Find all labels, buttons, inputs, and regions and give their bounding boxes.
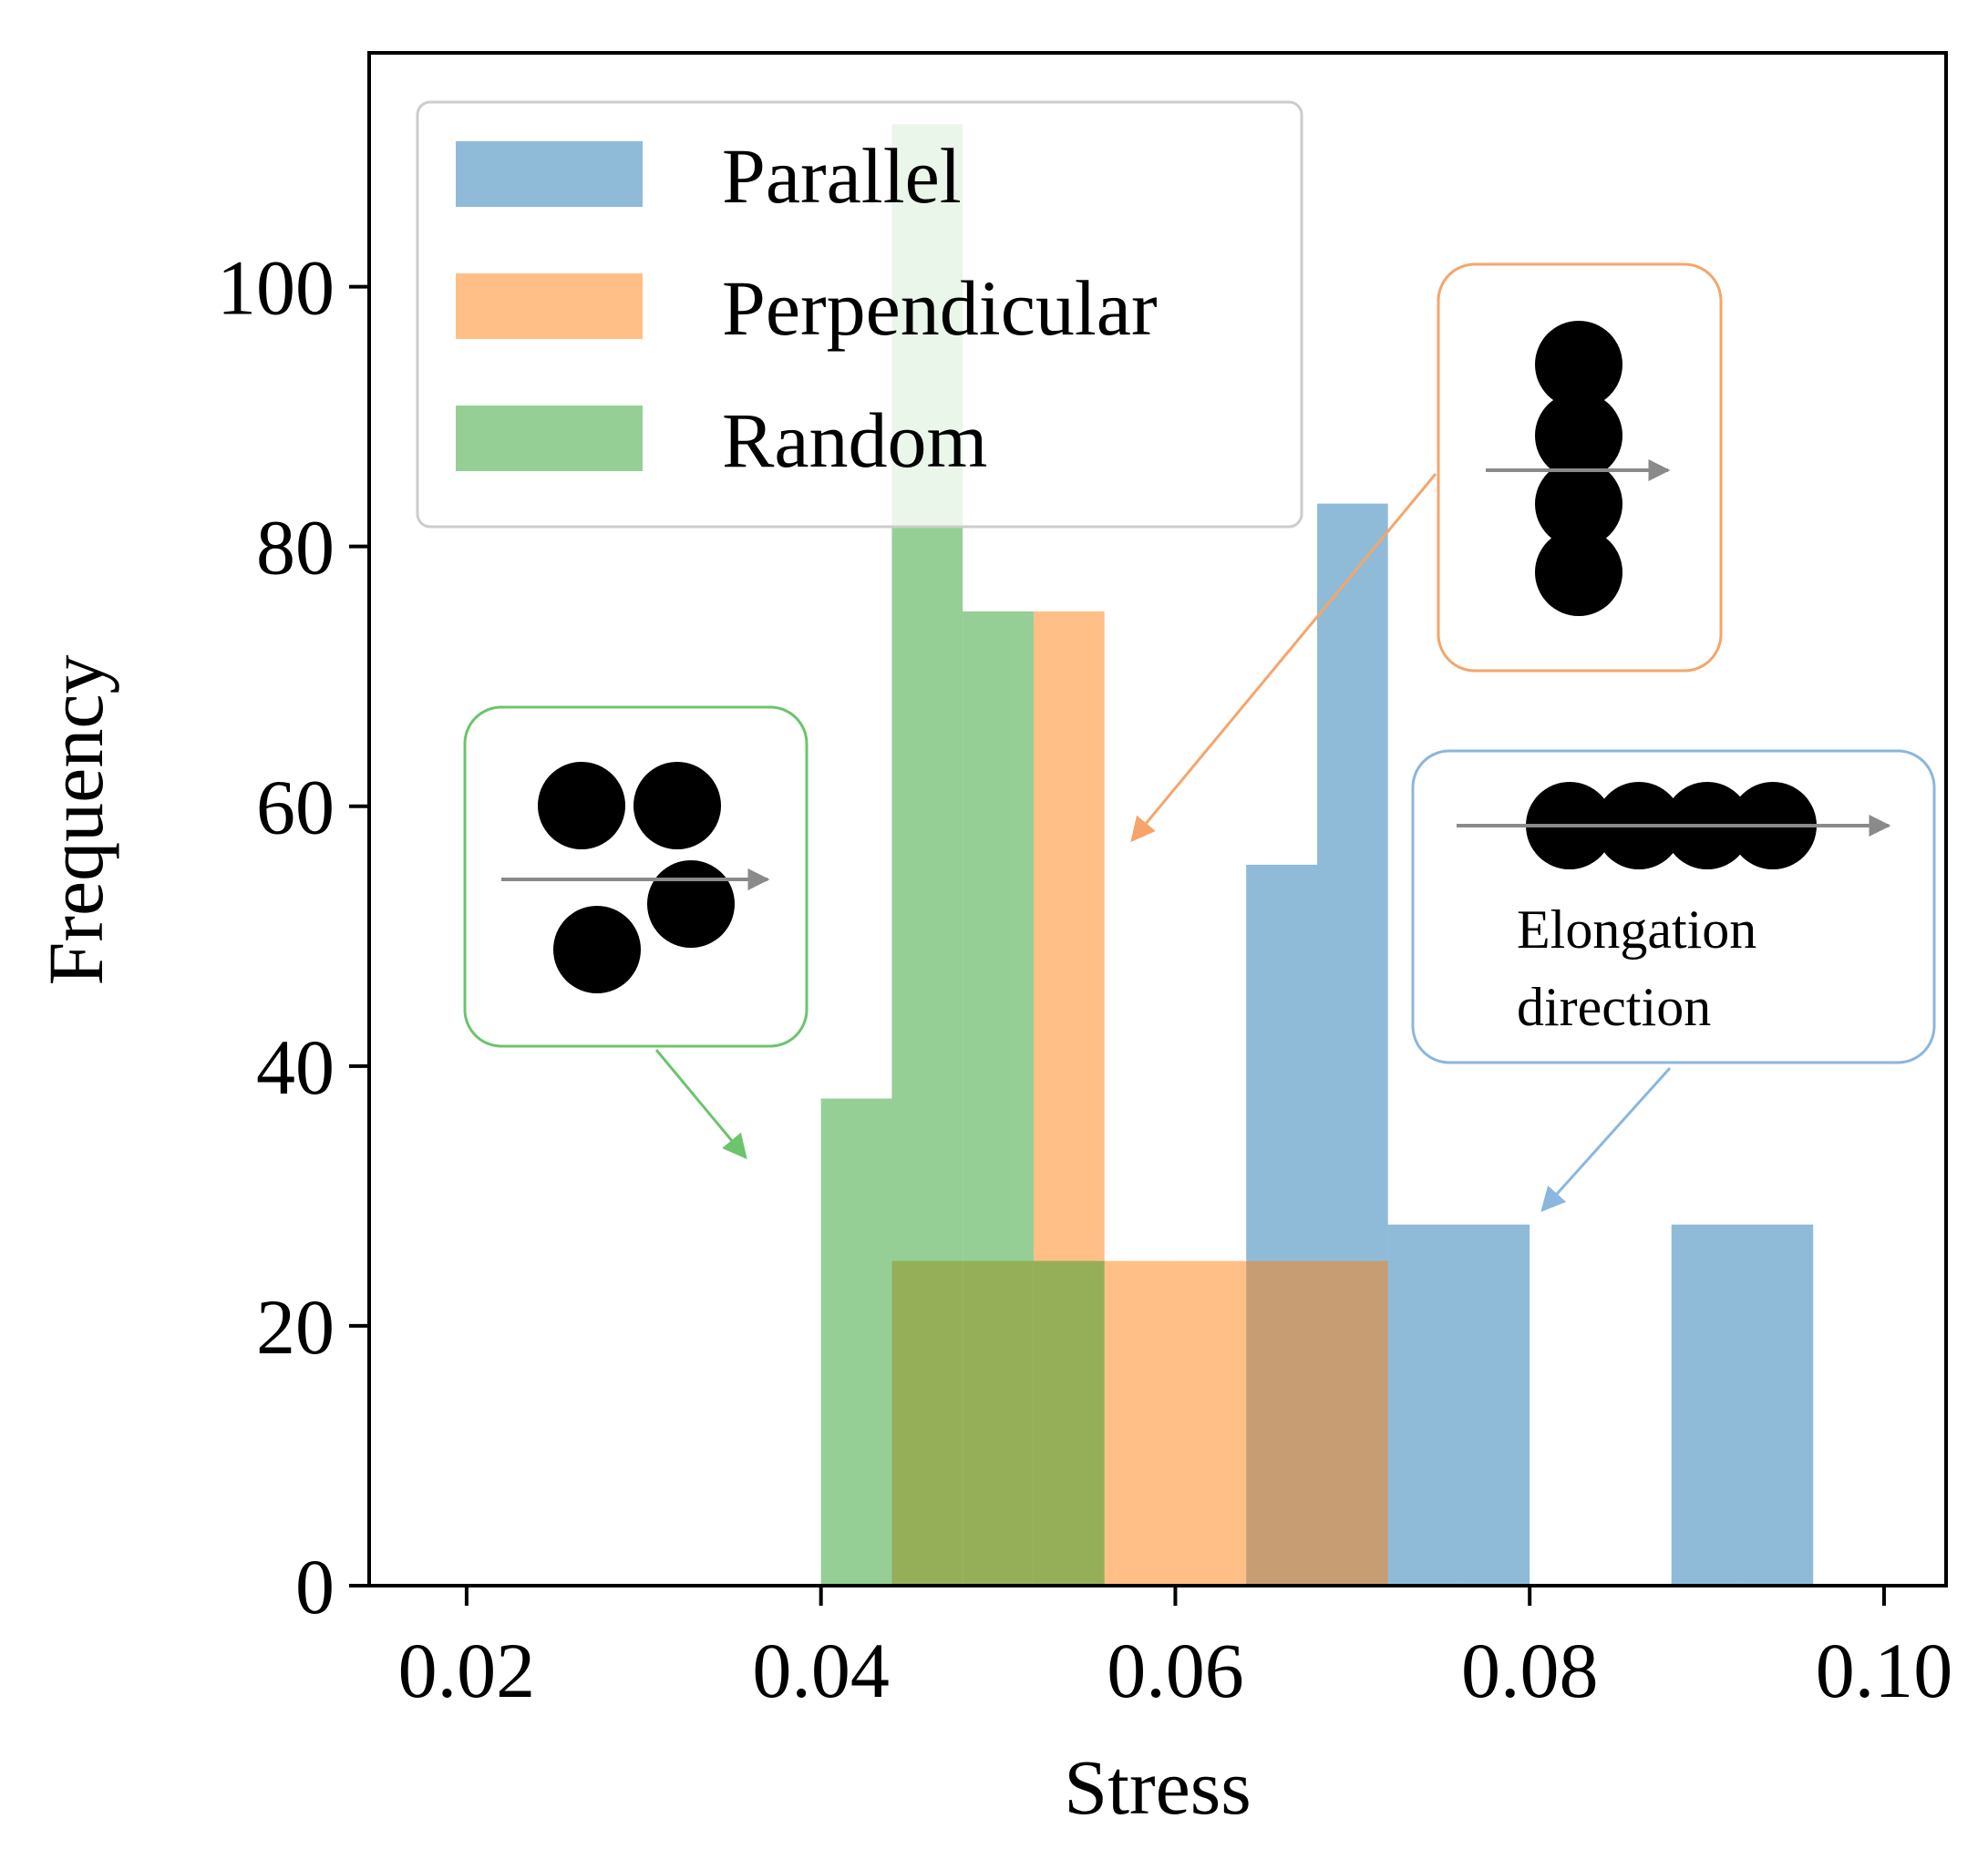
- inset-caption-line-1: Elongation: [1517, 899, 1756, 960]
- inset-perpendicular: [1130, 262, 1723, 843]
- bar-perpendicular-6: [1316, 1260, 1388, 1586]
- y-tick-label: 0: [295, 1543, 335, 1630]
- bar-parallel-2: [1387, 1224, 1459, 1586]
- particle: [1535, 392, 1622, 479]
- y-tick-label: 20: [256, 1283, 335, 1371]
- histogram-bars: [820, 124, 1814, 1587]
- legend-swatch-random: [456, 406, 643, 471]
- legend-swatch-parallel: [456, 141, 643, 207]
- x-tick-label: 0.08: [1461, 1627, 1599, 1714]
- bar-random-0: [820, 1098, 892, 1586]
- particle: [538, 762, 625, 849]
- bar-random-3: [1033, 1260, 1105, 1586]
- bar-parallel-3: [1458, 1224, 1530, 1586]
- x-tick-label: 0.06: [1107, 1627, 1244, 1714]
- x-axis-ticks: 0.02 0.04 0.06 0.08 0.10: [398, 1586, 1953, 1714]
- particle: [633, 762, 721, 849]
- particle: [1535, 460, 1622, 548]
- callout-arrow-parallel: [1540, 1066, 1672, 1213]
- y-tick-label: 40: [256, 1023, 335, 1111]
- x-tick-label: 0.02: [398, 1627, 536, 1714]
- y-tick-label: 60: [256, 764, 335, 851]
- y-axis-label: Frequency: [32, 655, 119, 986]
- bar-parallel-4: [1671, 1224, 1743, 1586]
- x-tick-label: 0.10: [1816, 1627, 1953, 1714]
- bar-perpendicular-5: [1246, 1260, 1317, 1586]
- particle: [1535, 529, 1622, 616]
- particle: [553, 906, 641, 993]
- particle: [1535, 321, 1622, 408]
- legend: Parallel Perpendicular Random: [416, 100, 1303, 529]
- inset-parallel: Elongation direction: [1411, 749, 1936, 1213]
- x-axis-label: Stress: [1064, 1743, 1251, 1831]
- particle: [647, 860, 735, 948]
- legend-label-parallel: Parallel: [722, 132, 962, 220]
- x-tick-label: 0.04: [752, 1627, 890, 1714]
- bar-perpendicular-3: [1104, 1260, 1176, 1586]
- legend-label-random: Random: [722, 396, 987, 484]
- plot-frame: [367, 51, 1948, 1587]
- y-axis-ticks: 0 20 40 60 80 100: [217, 244, 369, 1630]
- legend-swatch-perpendicular: [456, 273, 643, 339]
- bar-perpendicular-4: [1175, 1260, 1247, 1586]
- bar-random-2: [963, 611, 1034, 1587]
- callout-arrow-perpendicular: [1130, 473, 1437, 843]
- legend-label-perpendicular: Perpendicular: [722, 264, 1158, 352]
- bar-parallel-5: [1742, 1224, 1814, 1586]
- inset-random: [463, 705, 809, 1160]
- y-tick-label: 100: [217, 244, 335, 332]
- y-tick-label: 80: [256, 504, 335, 591]
- inset-random-box: [463, 705, 809, 1048]
- inset-caption-line-2: direction: [1517, 977, 1711, 1037]
- callout-arrow-random: [654, 1049, 747, 1160]
